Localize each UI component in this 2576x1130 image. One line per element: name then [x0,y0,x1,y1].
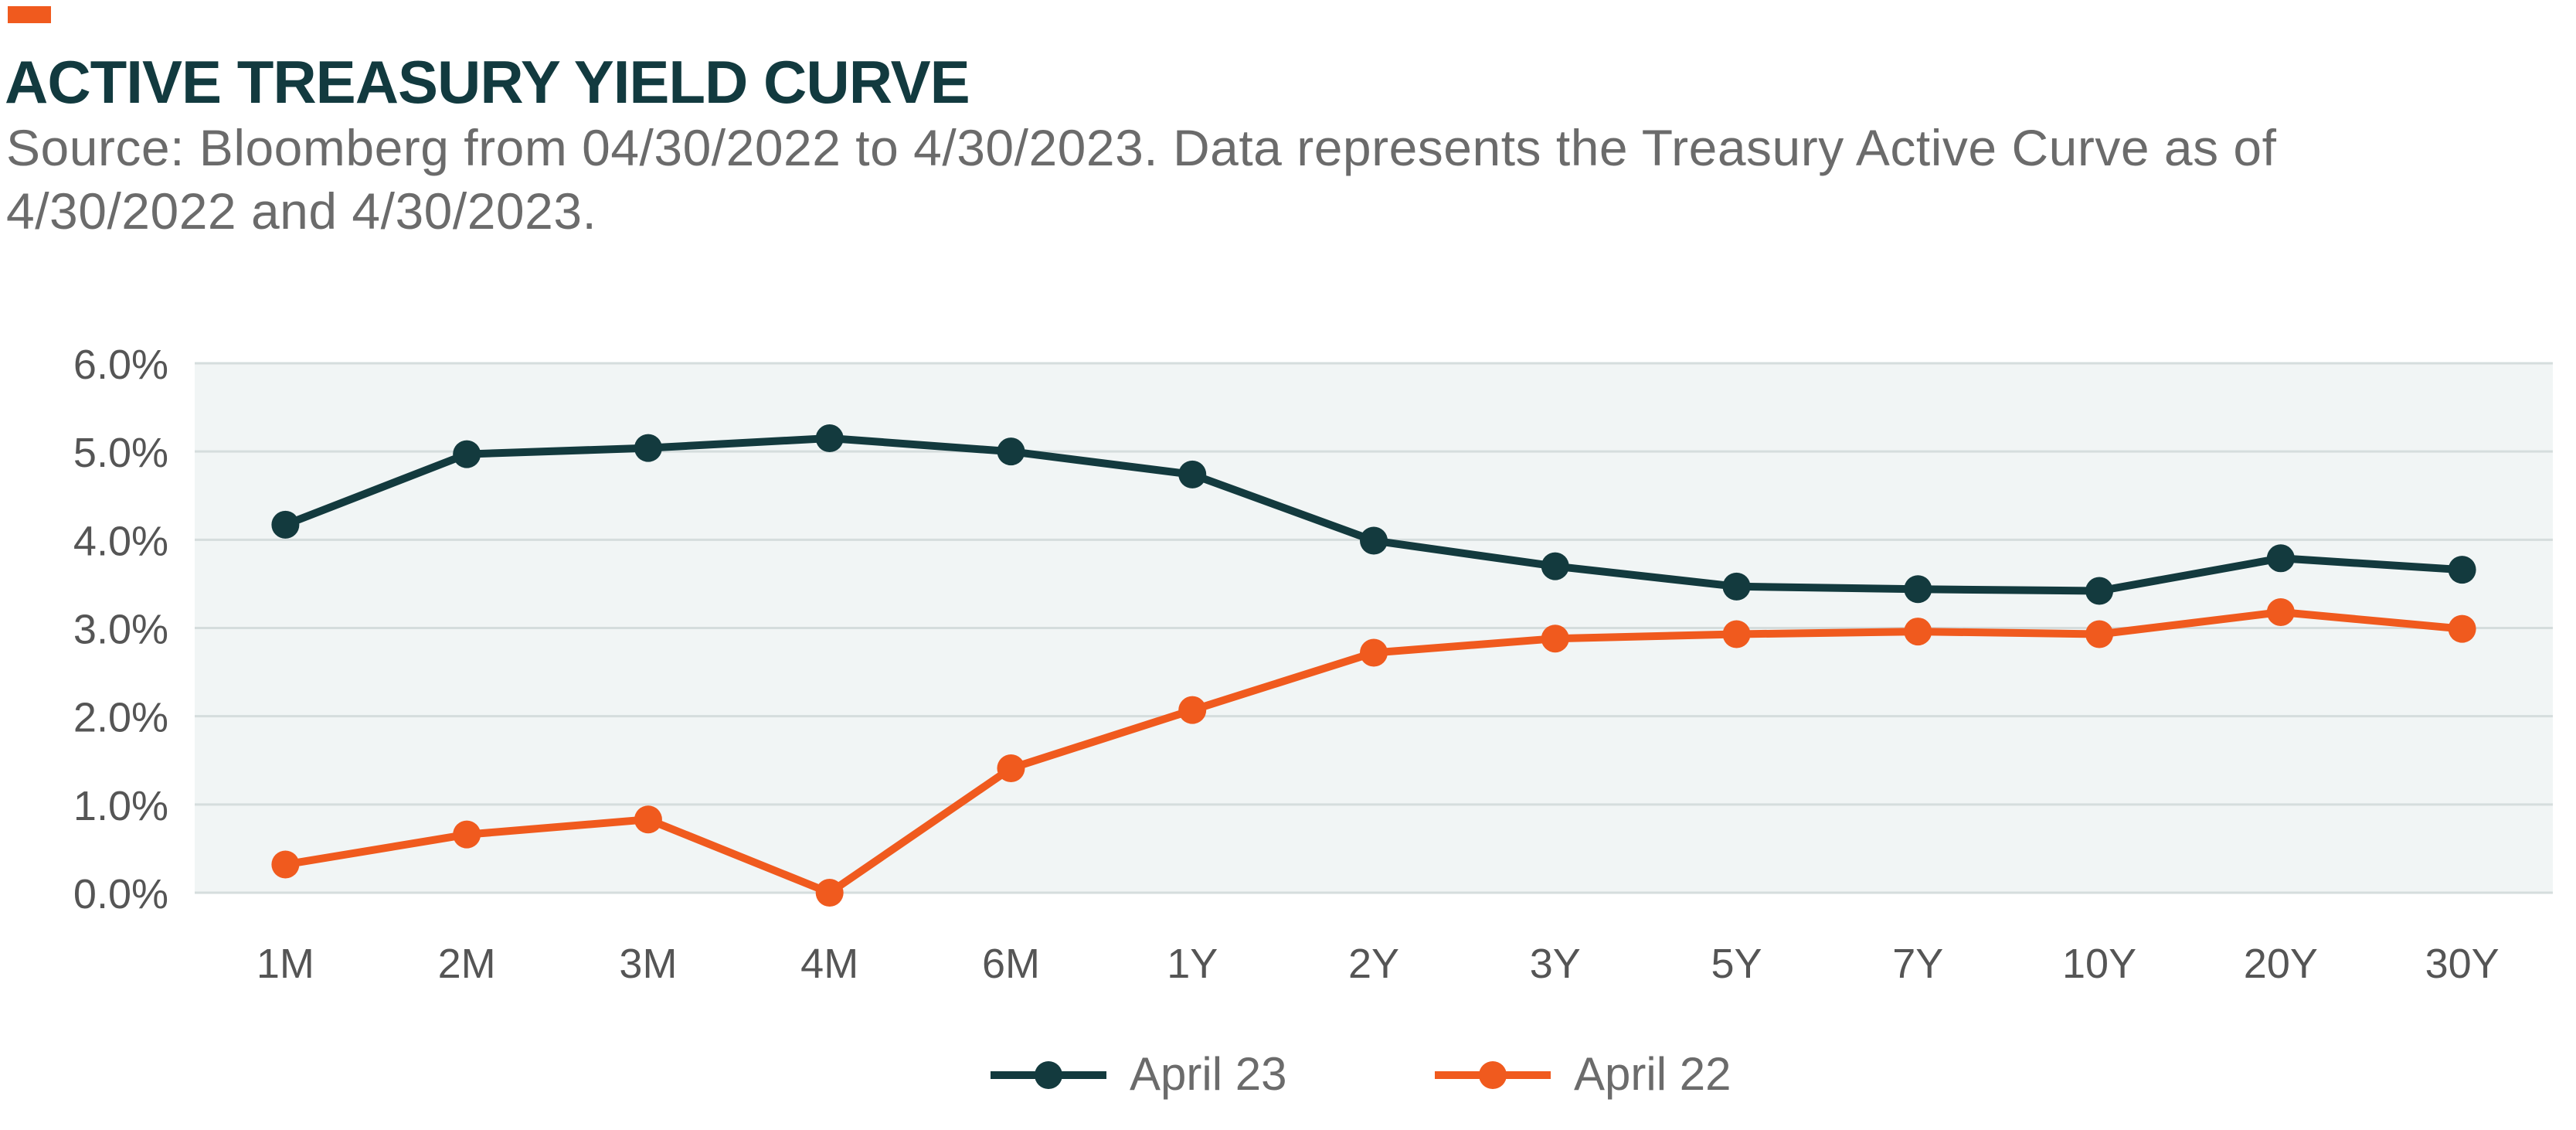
series-april-23-point [815,424,844,453]
y-tick-label: 2.0% [73,695,168,741]
series-april-22-point [2448,614,2476,643]
series-april-23-point [634,434,662,462]
series-april-23-point [2085,577,2114,605]
series-april-22-point [2266,597,2295,626]
x-tick-label: 7Y [1892,941,1943,987]
y-tick-label: 5.0% [73,430,168,476]
x-tick-label: 30Y [2425,941,2500,987]
series-april-22-point [1178,696,1207,724]
series-april-22-point [1722,620,1751,648]
legend-marker-april-22 [1479,1061,1507,1089]
series-april-22-point [1541,625,1569,653]
x-tick-label: 20Y [2244,941,2318,987]
series-april-22-point [815,879,844,907]
legend-label-april-23: April 23 [1130,1048,1287,1100]
chart-legend: April 23 April 22 [0,1028,2576,1121]
x-tick-label: 6M [982,941,1040,987]
x-tick-label: 2Y [1348,941,1399,987]
x-tick-label: 3M [619,941,677,987]
x-tick-label: 5Y [1711,941,1762,987]
y-tick-label: 1.0% [73,783,168,829]
series-april-23-point [1722,572,1751,601]
series-april-22-point [1904,618,1932,646]
series-april-22-point [634,805,662,834]
series-april-23-point [453,440,481,468]
series-april-23-point [1904,575,1932,604]
series-april-23-point [271,510,300,539]
chart-title: ACTIVE TREASURY YIELD CURVE [5,48,970,116]
series-april-22-point [453,820,481,849]
series-april-22-point [271,850,300,879]
y-tick-label: 3.0% [73,607,168,653]
series-april-23-point [1178,460,1207,488]
series-april-22-point [2085,620,2114,648]
legend-label-april-22: April 22 [1574,1048,1731,1100]
y-tick-label: 0.0% [73,871,168,917]
series-april-23-point [2266,544,2295,573]
series-april-23-point [997,437,1025,466]
x-tick-label: 4M [800,941,858,987]
yield-curve-chart: 0.0% 1.0% 2.0% 3.0% 4.0% 5.0% 6.0% 1M 2M 3M 4M 6M 1Y… [73,342,2553,987]
y-tick-label: 6.0% [73,342,168,388]
accent-bar [8,6,51,23]
series-april-22-point [1360,638,1388,667]
x-tick-label: 2M [438,941,496,987]
legend-marker-april-23 [1035,1061,1062,1089]
series-april-23-point [1360,526,1388,555]
x-tick-label: 10Y [2062,941,2136,987]
x-tick-label: 1M [257,941,314,987]
series-april-23-point [2448,556,2476,584]
chart-subtitle: Source: Bloomberg from 04/30/2022 to 4/3… [6,119,2277,240]
series-april-23-point [1541,552,1569,580]
x-tick-label: 3Y [1530,941,1581,987]
y-tick-label: 4.0% [73,518,168,564]
series-april-22-point [997,754,1025,783]
x-tick-label: 1Y [1167,941,1218,987]
